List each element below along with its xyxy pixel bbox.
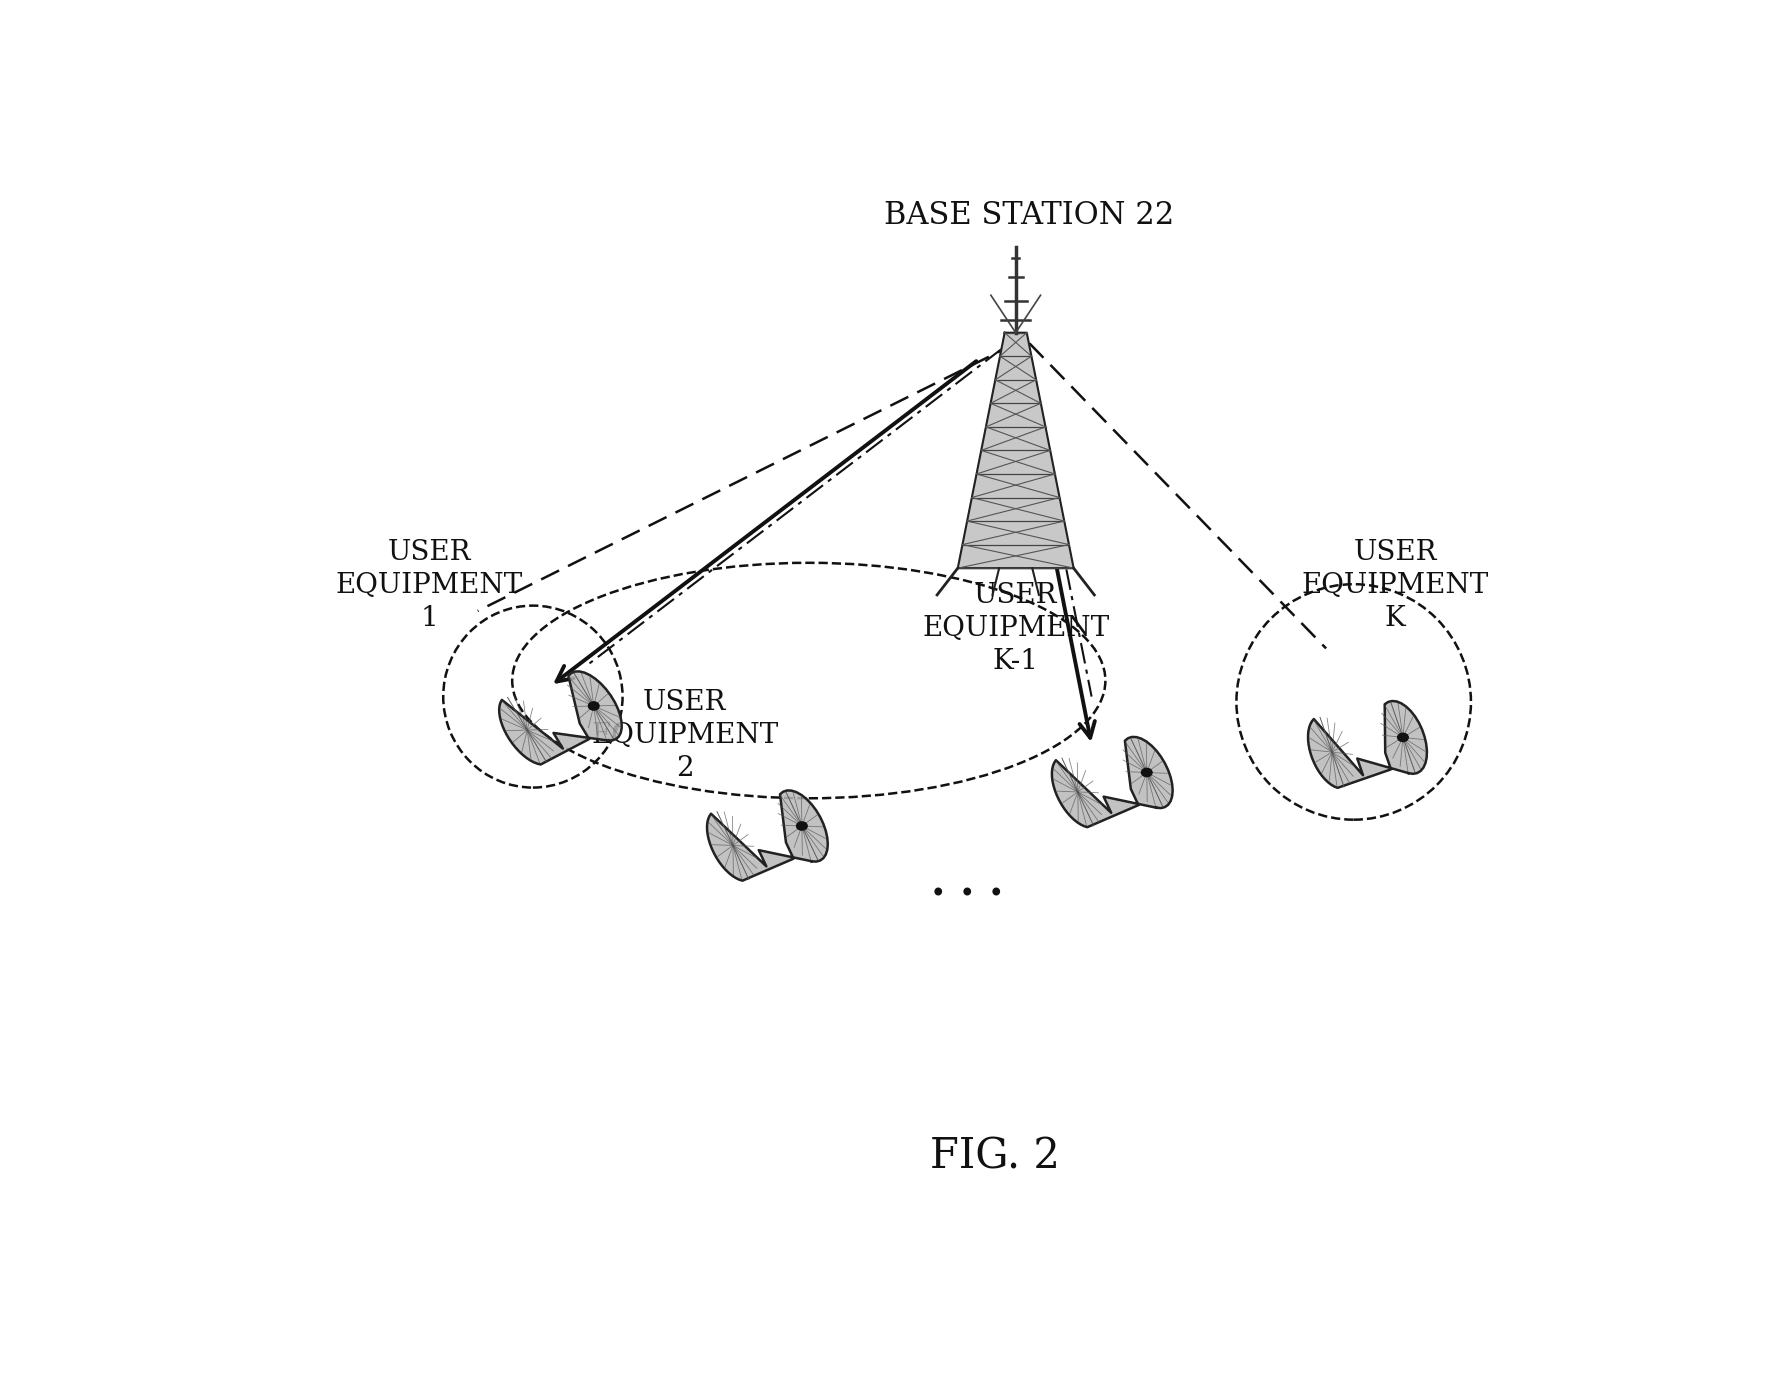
Polygon shape [958, 332, 1073, 569]
Text: BASE STATION 22: BASE STATION 22 [885, 200, 1175, 231]
Circle shape [1141, 769, 1152, 777]
Circle shape [1397, 734, 1408, 741]
Circle shape [797, 821, 806, 830]
Text: USER
EQUIPMENT
2: USER EQUIPMENT 2 [591, 688, 778, 783]
Polygon shape [1052, 737, 1173, 827]
Text: USER
EQUIPMENT
1: USER EQUIPMENT 1 [336, 539, 523, 632]
Text: USER
EQUIPMENT
K: USER EQUIPMENT K [1301, 539, 1488, 632]
Polygon shape [498, 671, 621, 765]
Text: USER
EQUIPMENT
K-1: USER EQUIPMENT K-1 [922, 581, 1109, 676]
Polygon shape [1308, 701, 1428, 788]
Text: . . .: . . . [931, 863, 1004, 905]
Text: FIG. 2: FIG. 2 [929, 1136, 1061, 1177]
Polygon shape [707, 791, 828, 881]
Circle shape [589, 702, 600, 710]
